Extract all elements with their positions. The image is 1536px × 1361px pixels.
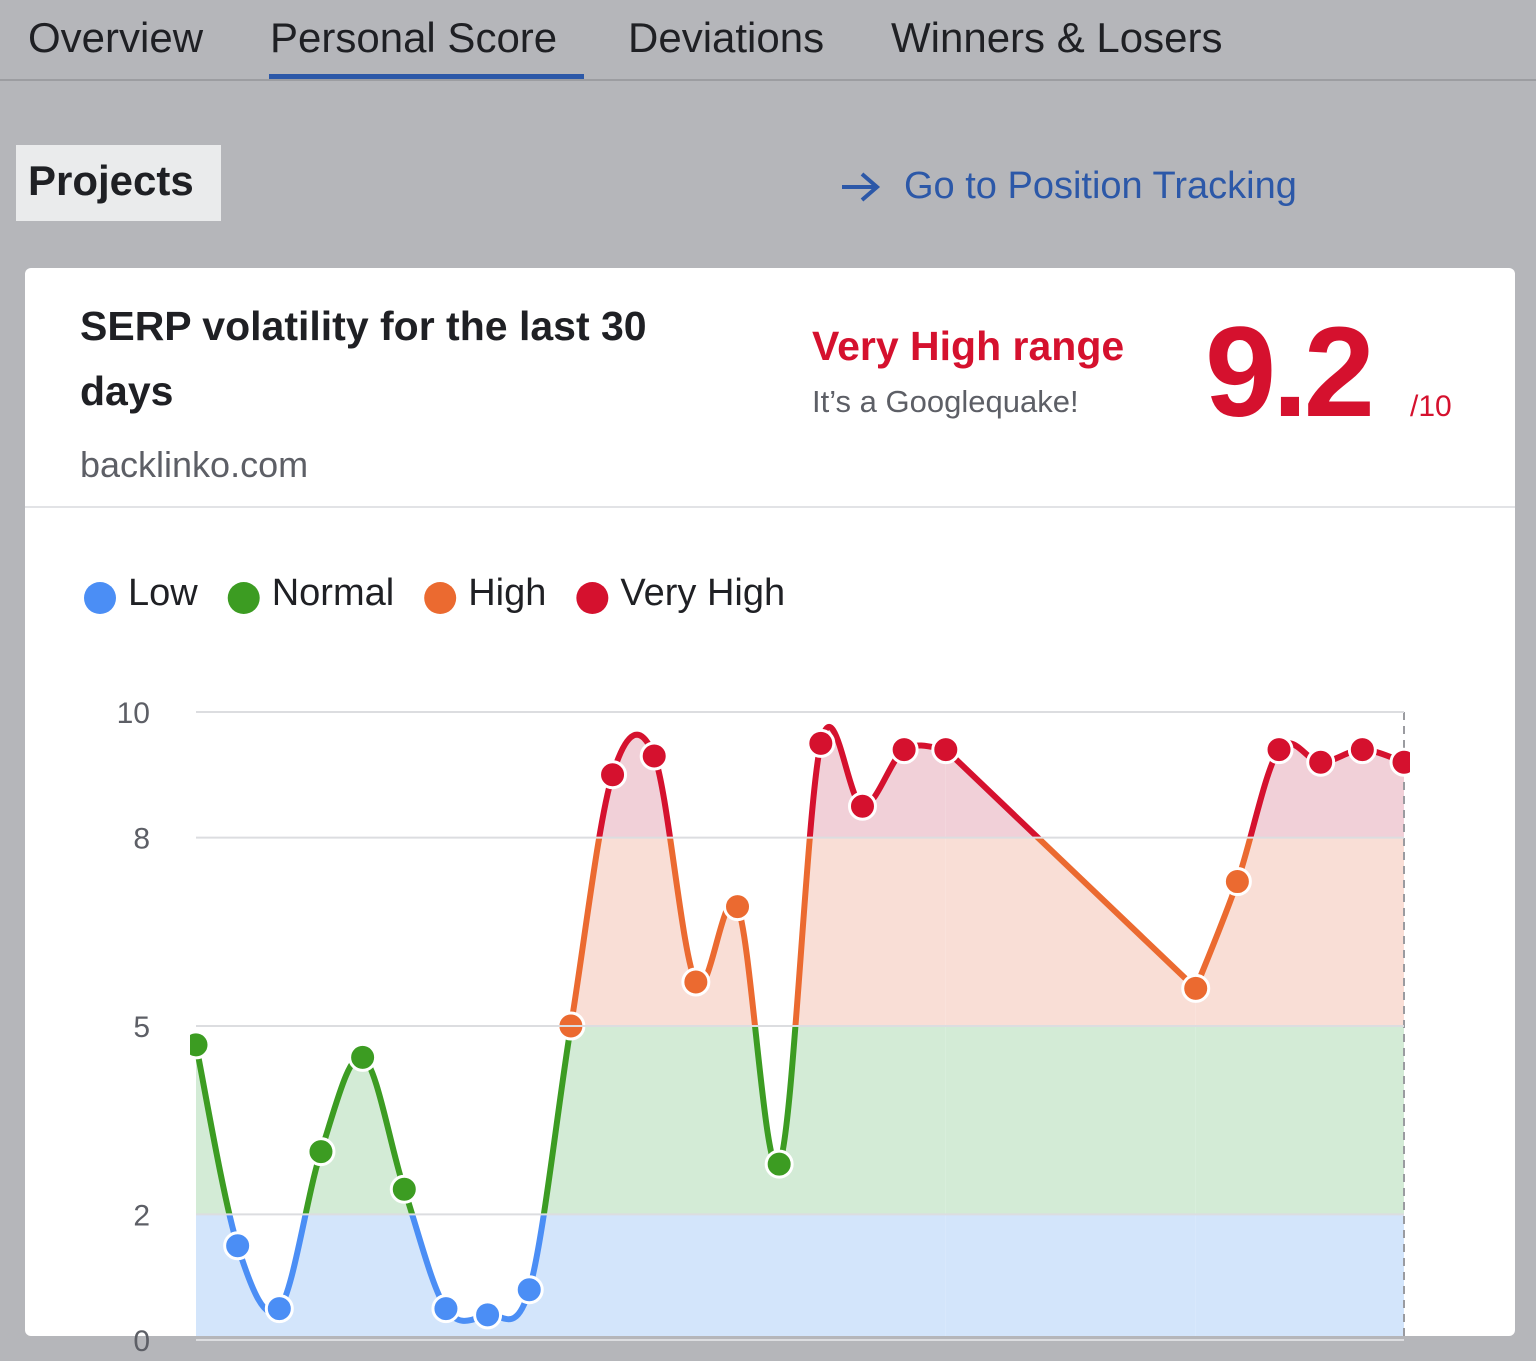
score-max: /10 <box>1410 390 1452 423</box>
point <box>473 1300 503 1330</box>
score: 9.2 <box>1205 301 1371 444</box>
card-title: days <box>80 368 173 414</box>
point <box>1389 747 1410 777</box>
link-arrow[interactable] <box>842 172 881 202</box>
legend-label: Normal <box>272 572 394 614</box>
point <box>889 735 919 765</box>
y-tick-label: 5 <box>133 1011 150 1044</box>
point <box>931 735 961 765</box>
domain: backlinko.com <box>80 444 308 485</box>
point <box>190 1030 211 1060</box>
point <box>806 728 836 758</box>
projects-chip[interactable] <box>16 145 221 221</box>
point <box>1306 747 1336 777</box>
projects-label[interactable]: Projects <box>28 157 194 204</box>
point <box>681 967 711 997</box>
range-label: Very High range <box>812 323 1124 369</box>
tab[interactable]: Deviations <box>628 14 824 61</box>
tab[interactable]: Winners & Losers <box>891 14 1222 61</box>
point <box>514 1275 544 1305</box>
point <box>1222 867 1252 897</box>
tab[interactable]: Overview <box>28 14 204 61</box>
point <box>1347 735 1377 765</box>
y-tick-label: 10 <box>117 697 150 730</box>
range-note: It’s a Googlequake! <box>812 384 1079 419</box>
point <box>431 1294 461 1324</box>
y-tick-label: 2 <box>133 1199 150 1232</box>
point <box>764 1149 794 1179</box>
point <box>1264 735 1294 765</box>
legend-dot <box>424 582 457 614</box>
point <box>723 892 753 922</box>
connector-area <box>945 749 1196 1336</box>
point <box>306 1137 336 1167</box>
tab-underline <box>269 74 584 79</box>
position-tracking-link[interactable]: Go to Position Tracking <box>904 165 1297 207</box>
card-title: SERP volatility for the last 30 <box>80 303 647 349</box>
legend-dot <box>576 582 609 614</box>
point <box>598 760 628 790</box>
legend-label: High <box>468 572 546 614</box>
point <box>847 791 877 821</box>
y-tick-label: 8 <box>133 823 150 856</box>
plot <box>190 712 1410 1336</box>
point <box>264 1294 294 1324</box>
point <box>1181 973 1211 1003</box>
point <box>639 741 669 771</box>
legend-dot <box>227 582 260 614</box>
legend-label: Low <box>128 572 198 614</box>
y-tick-label: 0 <box>133 1325 150 1356</box>
point <box>223 1231 253 1261</box>
tab-active[interactable]: Personal Score <box>270 14 557 61</box>
legend-dot <box>84 582 116 614</box>
connector <box>943 747 1198 991</box>
point <box>348 1042 378 1072</box>
legend-label: Very High <box>620 572 785 614</box>
point <box>389 1174 419 1204</box>
